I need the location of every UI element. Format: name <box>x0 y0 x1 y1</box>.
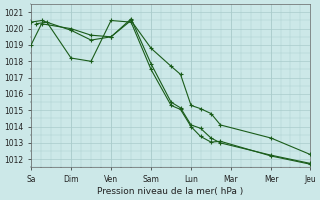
X-axis label: Pression niveau de la mer( hPa ): Pression niveau de la mer( hPa ) <box>97 187 244 196</box>
